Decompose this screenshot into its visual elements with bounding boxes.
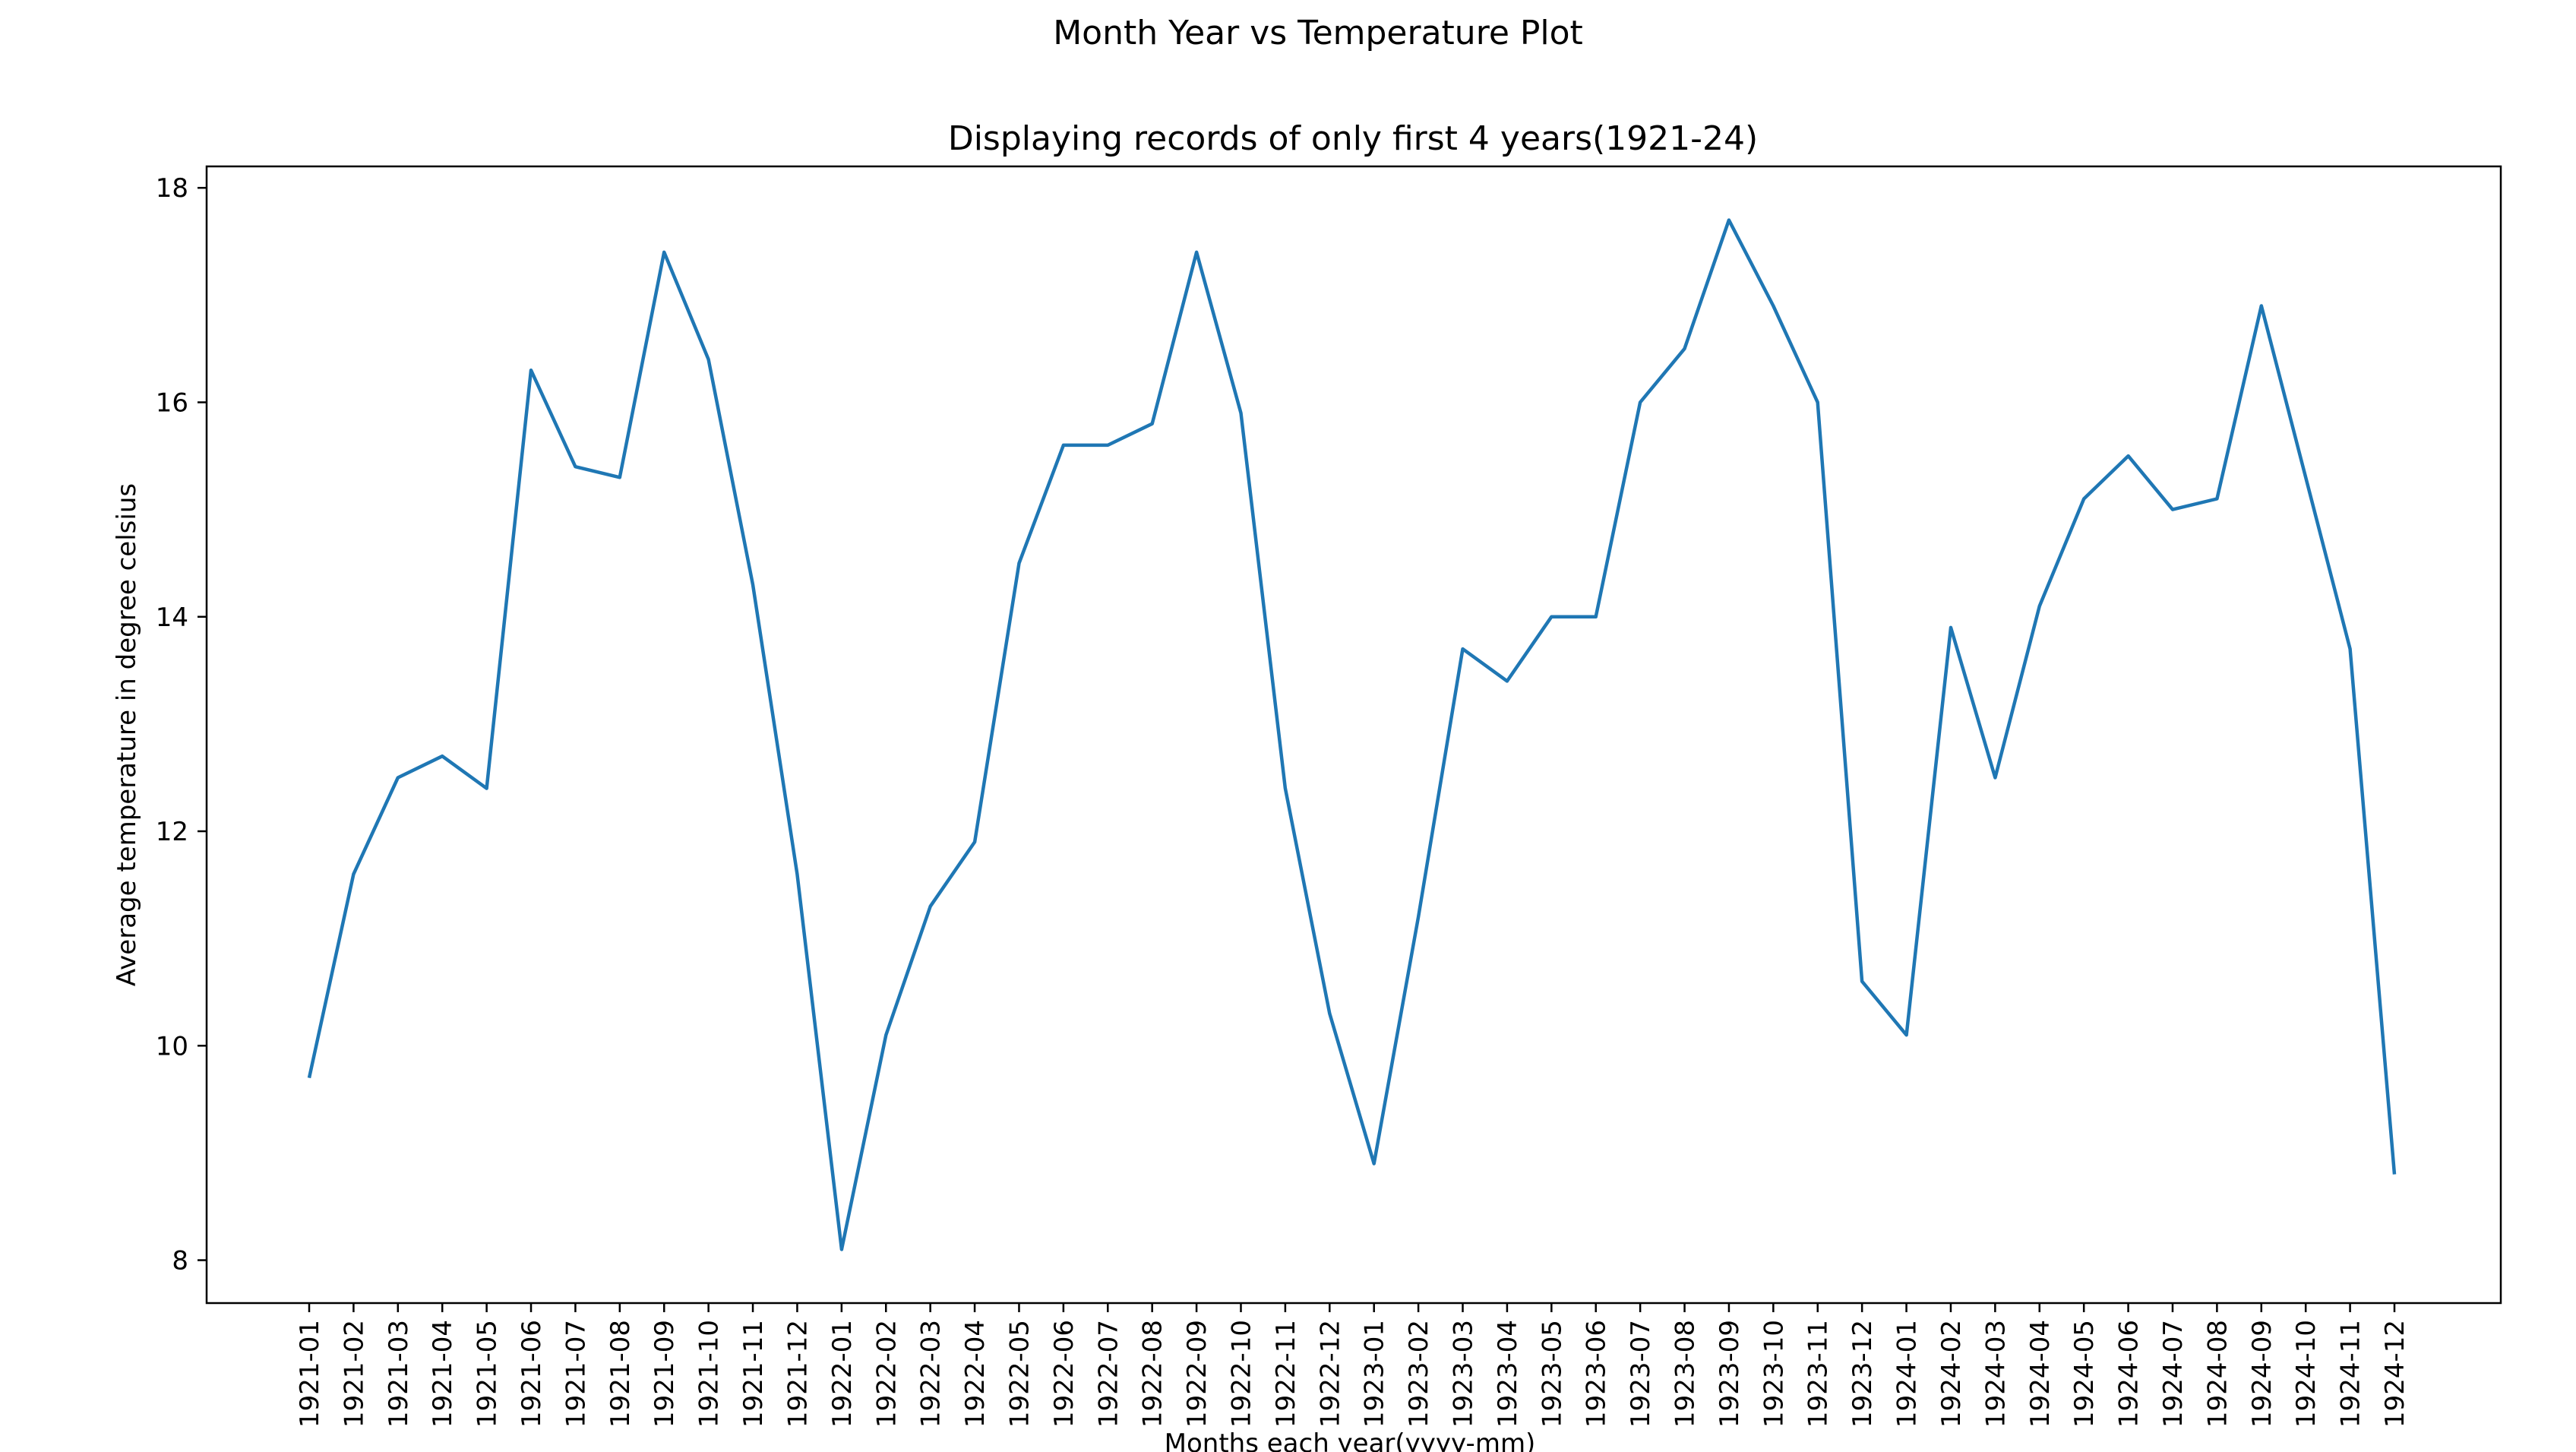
temperature-series-line xyxy=(307,218,2397,1251)
figure-title: Month Year vs Temperature Plot xyxy=(1053,14,1583,52)
x-tick-label: 1922-09 xyxy=(1182,1320,1212,1428)
x-tick-label: 1923-01 xyxy=(1360,1320,1390,1428)
y-tick-label: 16 xyxy=(156,388,188,418)
x-tick-label: 1923-07 xyxy=(1626,1320,1656,1428)
y-tick-label: 8 xyxy=(172,1246,188,1276)
x-tick-label: 1923-11 xyxy=(1803,1320,1834,1428)
x-tick-label: 1922-04 xyxy=(960,1320,991,1428)
x-tick-label: 1921-04 xyxy=(428,1320,458,1428)
x-tick-label: 1922-10 xyxy=(1226,1320,1256,1428)
x-tick-label: 1923-04 xyxy=(1493,1320,1523,1428)
x-tick-label: 1922-12 xyxy=(1315,1320,1345,1428)
x-tick-label: 1924-05 xyxy=(2069,1320,2100,1428)
x-axis-label: Months each year(yyyy-mm) xyxy=(1165,1428,1536,1452)
x-tick-label: 1921-02 xyxy=(339,1320,369,1428)
plot-area-frame xyxy=(205,165,2502,1305)
x-tick-label: 1921-08 xyxy=(605,1320,636,1428)
x-tick-label: 1922-06 xyxy=(1049,1320,1079,1428)
x-tick-label: 1922-01 xyxy=(827,1320,858,1428)
x-tick-label: 1923-10 xyxy=(1759,1320,1789,1428)
x-tick-label: 1921-01 xyxy=(295,1320,325,1428)
x-tick-label: 1924-02 xyxy=(1936,1320,1967,1428)
x-tick-label: 1924-08 xyxy=(2202,1320,2233,1428)
x-tick-label: 1924-03 xyxy=(1980,1320,2011,1428)
x-tick-label: 1923-08 xyxy=(1670,1320,1701,1428)
x-tick-label: 1921-03 xyxy=(384,1320,414,1428)
x-tick-label: 1923-12 xyxy=(1847,1320,1878,1428)
x-tick-label: 1922-03 xyxy=(916,1320,947,1428)
x-tick-label: 1921-05 xyxy=(473,1320,503,1428)
x-tick-label: 1922-11 xyxy=(1271,1320,1301,1428)
x-tick-label: 1924-11 xyxy=(2336,1320,2366,1428)
y-tick-label: 10 xyxy=(156,1031,188,1061)
x-tick-label: 1923-02 xyxy=(1404,1320,1434,1428)
y-tick-label: 12 xyxy=(156,817,188,847)
x-tick-label: 1922-02 xyxy=(871,1320,902,1428)
x-tick-label: 1923-03 xyxy=(1449,1320,1479,1428)
x-axis-ticks: 1921-01 1921-02 1921-03 1921-04 1921-05 1921-… xyxy=(295,1303,2410,1428)
x-tick-label: 1924-07 xyxy=(2158,1320,2189,1428)
x-tick-label: 1922-07 xyxy=(1093,1320,1124,1428)
x-tick-label: 1923-09 xyxy=(1715,1320,1745,1428)
x-tick-label: 1921-06 xyxy=(517,1320,547,1428)
x-tick-label: 1921-12 xyxy=(782,1320,813,1428)
y-tick-label: 18 xyxy=(156,173,188,204)
x-tick-label: 1921-11 xyxy=(738,1320,769,1428)
y-tick-label: 14 xyxy=(156,603,188,633)
x-tick-label: 1921-09 xyxy=(650,1320,680,1428)
y-axis-label: Average temperature in degree celsius xyxy=(112,483,142,986)
x-tick-label: 1921-10 xyxy=(694,1320,725,1428)
x-tick-label: 1922-05 xyxy=(1004,1320,1035,1428)
x-tick-label: 1924-12 xyxy=(2380,1320,2410,1428)
x-tick-label: 1921-07 xyxy=(561,1320,591,1428)
x-tick-label: 1924-09 xyxy=(2247,1320,2277,1428)
x-tick-label: 1922-08 xyxy=(1138,1320,1168,1428)
chart-title: Displaying records of only first 4 years… xyxy=(948,119,1758,158)
x-tick-label: 1923-05 xyxy=(1537,1320,1567,1428)
x-tick-label: 1924-06 xyxy=(2114,1320,2145,1428)
y-axis-ticks: 8 10 12 14 16 18 xyxy=(156,173,207,1276)
x-tick-label: 1924-10 xyxy=(2291,1320,2322,1428)
x-tick-label: 1923-06 xyxy=(1582,1320,1612,1428)
x-tick-label: 1924-04 xyxy=(2025,1320,2056,1428)
x-tick-label: 1924-01 xyxy=(1892,1320,1923,1428)
